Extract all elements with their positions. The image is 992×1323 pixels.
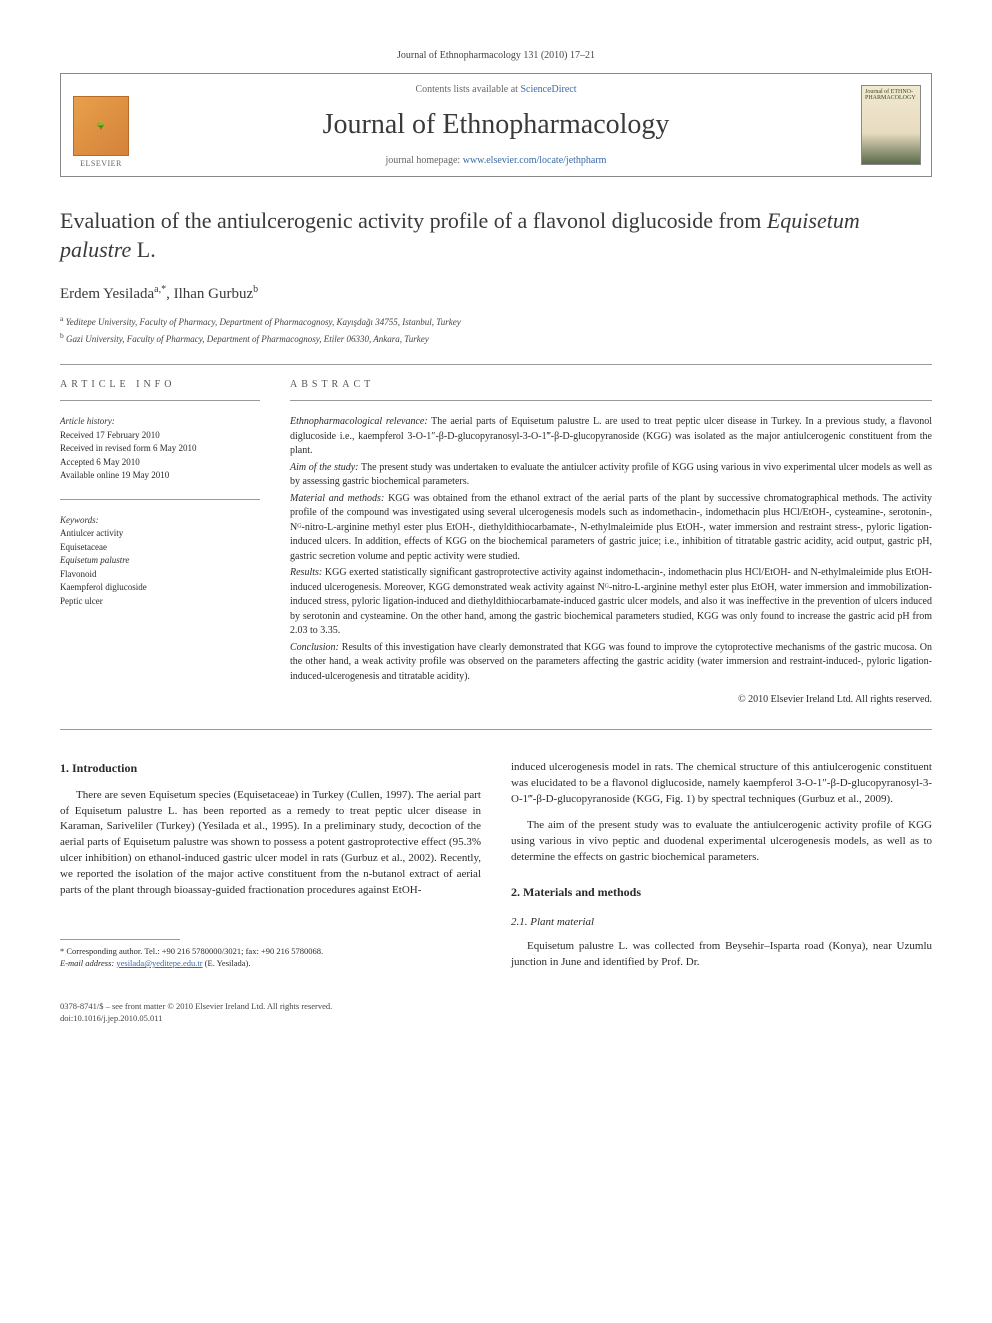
body-col-left: 1. Introduction There are seven Equisetu… [60,760,481,981]
info-abstract-row: ARTICLE INFO Article history: Received 1… [60,379,932,705]
abstract-results: Results: KGG exerted statistically signi… [290,566,932,639]
keywords-block: Keywords: Antiulcer activity Equisetacea… [60,514,260,609]
cover-thumb-cell: Journal of ETHNO-PHARMACOLOGY [851,74,931,176]
abstract-aim: Aim of the study: The present study was … [290,461,932,490]
title-post: L. [131,237,155,262]
intro-p3: The aim of the present study was to eval… [511,818,932,866]
section-1-heading: 1. Introduction [60,760,481,777]
article-info-heading: ARTICLE INFO [60,379,260,390]
abstract-column: ABSTRACT Ethnopharmacological relevance:… [290,379,932,705]
keyword: Kaempferol diglucoside [60,581,260,595]
elsevier-tree-icon: 🌳 [73,96,129,156]
article-info-column: ARTICLE INFO Article history: Received 1… [60,379,260,705]
contents-line: Contents lists available at ScienceDirec… [141,84,851,95]
keyword: Antiulcer activity [60,527,260,541]
email-line: E-mail address: yesilada@yeditepe.edu.tr… [60,958,481,970]
affiliation-a: a Yeditepe University, Faculty of Pharma… [60,313,932,330]
affiliations: a Yeditepe University, Faculty of Pharma… [60,313,932,346]
email-suffix: (E. Yesilada). [203,958,251,968]
keywords-list: Antiulcer activity Equisetaceae Equisetu… [60,527,260,608]
article-title: Evaluation of the antiulcerogenic activi… [60,207,932,264]
email-link[interactable]: yesilada@yeditepe.edu.tr [116,958,202,968]
publisher-logo-cell: 🌳 ELSEVIER [61,74,141,176]
header-center: Contents lists available at ScienceDirec… [141,74,851,176]
section-2-1-heading: 2.1. Plant material [511,915,932,931]
rule-info-1 [60,400,260,401]
page-footer: 0378-8741/$ – see front matter © 2010 El… [60,1001,932,1025]
article-history: Article history: Received 17 February 20… [60,415,260,483]
abstract-heading: ABSTRACT [290,379,932,390]
history-revised: Received in revised form 6 May 2010 [60,442,260,456]
history-received: Received 17 February 2010 [60,429,260,443]
top-citation: Journal of Ethnopharmacology 131 (2010) … [60,50,932,61]
abstract-text: Ethnopharmacological relevance: The aeri… [290,415,932,684]
plant-material-p1: Equisetum palustre L. was collected from… [511,939,932,971]
sciencedirect-link[interactable]: ScienceDirect [520,84,576,95]
homepage-line: journal homepage: www.elsevier.com/locat… [141,155,851,166]
keywords-label: Keywords: [60,514,260,528]
intro-p1: There are seven Equisetum species (Equis… [60,788,481,900]
section-2-heading: 2. Materials and methods [511,884,932,901]
history-label: Article history: [60,415,260,429]
affiliation-b: b Gazi University, Faculty of Pharmacy, … [60,330,932,347]
abstract-methods: Material and methods: KGG was obtained f… [290,492,932,565]
rule-abstract [290,400,932,401]
rule-bottom [60,729,932,730]
authors: Erdem Yesiladaa,*, Ilhan Gurbuzb [60,284,932,303]
abstract-relevance: Ethnopharmacological relevance: The aeri… [290,415,932,459]
journal-title: Journal of Ethnopharmacology [141,109,851,141]
homepage-link[interactable]: www.elsevier.com/locate/jethpharm [463,155,607,166]
author-1-affil: a,* [154,284,166,295]
body-col-right: induced ulcerogenesis model in rats. The… [511,760,932,981]
email-label: E-mail address: [60,958,116,968]
abstract-conclusion: Conclusion: Results of this investigatio… [290,641,932,685]
author-2-affil: b [253,284,258,295]
corresponding-author-note: * Corresponding author. Tel.: +90 216 57… [60,946,481,958]
contents-prefix: Contents lists available at [415,84,520,95]
copyright: © 2010 Elsevier Ireland Ltd. All rights … [290,694,932,705]
footnote-separator [60,939,180,940]
history-online: Available online 19 May 2010 [60,469,260,483]
publisher-name: ELSEVIER [80,159,122,168]
title-pre: Evaluation of the antiulcerogenic activi… [60,208,767,233]
author-1: Erdem Yesilada [60,286,154,302]
footnotes: * Corresponding author. Tel.: +90 216 57… [60,946,481,970]
rule-info-2 [60,499,260,500]
journal-header: 🌳 ELSEVIER Contents lists available at S… [60,73,932,177]
body-columns: 1. Introduction There are seven Equisetu… [60,760,932,981]
keyword: Flavonoid [60,568,260,582]
author-2: , Ilhan Gurbuz [166,286,253,302]
history-accepted: Accepted 6 May 2010 [60,456,260,470]
footer-doi: doi:10.1016/j.jep.2010.05.011 [60,1013,932,1025]
homepage-prefix: journal homepage: [386,155,463,166]
footer-copyright: 0378-8741/$ – see front matter © 2010 El… [60,1001,932,1013]
keyword: Peptic ulcer [60,595,260,609]
keyword: Equisetum palustre [60,554,260,568]
journal-cover-thumbnail: Journal of ETHNO-PHARMACOLOGY [861,85,921,165]
keyword: Equisetaceae [60,541,260,555]
rule-top [60,364,932,365]
intro-p2: induced ulcerogenesis model in rats. The… [511,760,932,808]
